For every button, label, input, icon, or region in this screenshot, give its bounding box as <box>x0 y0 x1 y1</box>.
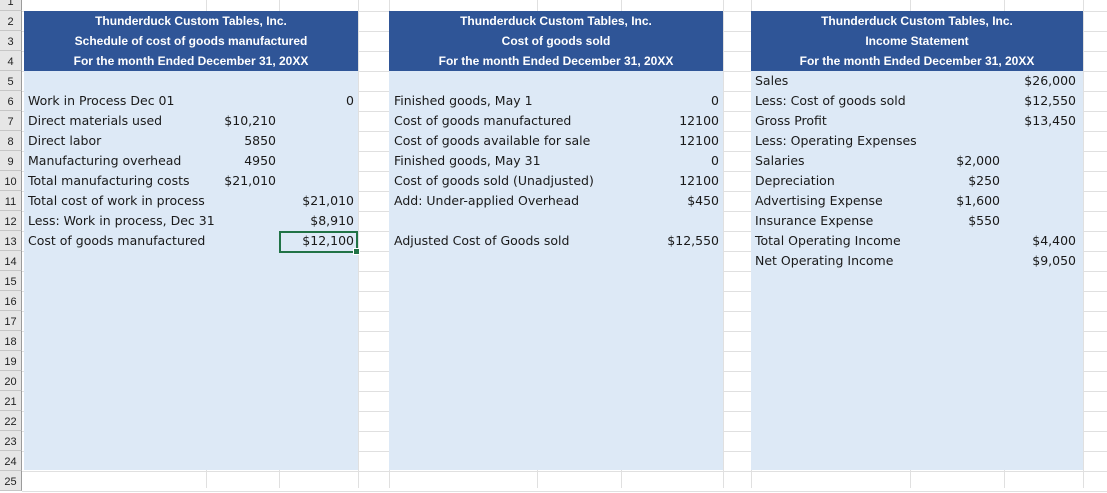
cogs-row-label[interactable]: Finished goods, May 1 <box>394 93 533 108</box>
fill-handle[interactable] <box>353 248 360 255</box>
income-row-label[interactable]: Depreciation <box>755 173 835 188</box>
row-header[interactable]: 21 <box>0 391 22 411</box>
cogm-header <box>24 11 358 71</box>
income-header <box>751 11 1083 71</box>
cogs-row-label[interactable]: Cost of goods sold (Unadjusted) <box>394 173 594 188</box>
row-header[interactable]: 6 <box>0 91 22 111</box>
cogm-row-label[interactable]: Cost of goods manufactured <box>28 233 206 248</box>
cogs-row-amount[interactable]: 0 <box>711 153 719 168</box>
cogm-row-amount[interactable]: $21,010 <box>224 173 276 188</box>
income-row-amount[interactable]: $2,000 <box>956 153 1000 168</box>
row-header[interactable]: 22 <box>0 411 22 431</box>
grid-row <box>22 451 1107 472</box>
income-row-label[interactable]: Salaries <box>755 153 805 168</box>
cogs-header <box>389 11 723 71</box>
income-row-total[interactable]: $13,450 <box>1024 113 1076 128</box>
income-row-label[interactable]: Less: Operating Expenses <box>755 133 917 148</box>
cogm-row-label[interactable]: Less: Work in process, Dec 31 <box>28 213 215 228</box>
column-gridline <box>1083 0 1084 488</box>
cogm-row-amount[interactable]: 5850 <box>244 133 276 148</box>
cogs-row-amount[interactable]: $450 <box>687 193 719 208</box>
cogs-panel <box>389 71 723 470</box>
cogm-row-label[interactable]: Work in Process Dec 01 <box>28 93 175 108</box>
cogm-period[interactable]: For the month Ended December 31, 20XX <box>73 54 309 68</box>
cogm-row-label[interactable]: Direct materials used <box>28 113 163 128</box>
cogs-row-label[interactable]: Add: Under-applied Overhead <box>394 193 580 208</box>
row-header[interactable]: 13 <box>0 231 22 251</box>
income-row-label[interactable]: Advertising Expense <box>755 193 883 208</box>
selected-cell[interactable] <box>279 231 360 255</box>
income-row-amount[interactable]: $1,600 <box>956 193 1000 208</box>
cogm-row-label[interactable]: Total manufacturing costs <box>28 173 190 188</box>
income-row-total[interactable]: $9,050 <box>1032 253 1076 268</box>
cogm-row-total[interactable]: 0 <box>346 93 354 108</box>
grid-row <box>22 471 1107 492</box>
cogs-period[interactable]: For the month Ended December 31, 20XX <box>438 54 674 68</box>
cogm-title[interactable]: Schedule of cost of goods manufactured <box>74 34 308 48</box>
row-header[interactable]: 15 <box>0 271 22 291</box>
cogm-row-amount[interactable]: 4950 <box>244 153 276 168</box>
cogs-row-amount[interactable]: 0 <box>711 93 719 108</box>
row-header[interactable]: 10 <box>0 171 22 191</box>
row-header[interactable]: 3 <box>0 31 22 51</box>
cogm-row-label[interactable]: Total cost of work in process <box>28 193 205 208</box>
cogs-company[interactable]: Thunderduck Custom Tables, Inc. <box>460 14 652 28</box>
cogs-row-label[interactable]: Cost of goods manufactured <box>394 113 572 128</box>
income-row-label[interactable]: Total Operating Income <box>755 233 901 248</box>
cogm-row-label[interactable]: Direct labor <box>28 133 102 148</box>
cogm-company[interactable]: Thunderduck Custom Tables, Inc. <box>95 14 287 28</box>
income-row-label[interactable]: Less: Cost of goods sold <box>755 93 906 108</box>
row-header[interactable]: 7 <box>0 111 22 131</box>
row-header[interactable]: 9 <box>0 151 22 171</box>
cogs-row-amount[interactable]: $12,550 <box>667 233 719 248</box>
income-row-amount[interactable]: $250 <box>968 173 1000 188</box>
column-gridline <box>723 0 724 488</box>
cogs-row-label[interactable]: Finished goods, May 31 <box>394 153 541 168</box>
row-header[interactable]: 23 <box>0 431 22 451</box>
column-gridline <box>358 0 359 488</box>
row-header[interactable]: 5 <box>0 71 22 91</box>
income-period[interactable]: For the month Ended December 31, 20XX <box>799 54 1035 68</box>
row-header[interactable]: 2 <box>0 11 22 31</box>
income-row-label[interactable]: Sales <box>755 73 789 88</box>
row-header[interactable]: 4 <box>0 51 22 71</box>
row-header[interactable]: 11 <box>0 191 22 211</box>
income-row-total[interactable]: $4,400 <box>1032 233 1076 248</box>
row-header[interactable]: 24 <box>0 451 22 471</box>
cogs-row-amount[interactable]: 12100 <box>679 113 719 128</box>
income-row-label[interactable]: Insurance Expense <box>755 213 874 228</box>
row-header[interactable]: 17 <box>0 311 22 331</box>
cogm-panel <box>24 71 358 470</box>
row-header[interactable]: 1 <box>0 0 22 11</box>
cogs-row-amount[interactable]: 12100 <box>679 133 719 148</box>
income-row-amount[interactable]: $550 <box>968 213 1000 228</box>
row-header[interactable]: 20 <box>0 371 22 391</box>
row-header[interactable]: 12 <box>0 211 22 231</box>
cogm-row-total[interactable]: $21,010 <box>302 193 354 208</box>
row-header[interactable]: 25 <box>0 471 22 491</box>
cogm-row-label[interactable]: Manufacturing overhead <box>28 153 182 168</box>
income-row-label[interactable]: Gross Profit <box>755 113 827 128</box>
income-row-label[interactable]: Net Operating Income <box>755 253 894 268</box>
row-header[interactable]: 19 <box>0 351 22 371</box>
income-row-total[interactable]: $12,550 <box>1024 93 1076 108</box>
row-header[interactable]: 8 <box>0 131 22 151</box>
income-row-total[interactable]: $26,000 <box>1024 73 1076 88</box>
row-header[interactable]: 18 <box>0 331 22 351</box>
cogm-row-amount[interactable]: $10,210 <box>224 113 276 128</box>
income-title[interactable]: Income Statement <box>865 34 969 48</box>
cogm-row-total[interactable]: $12,100 <box>302 233 354 248</box>
cogs-row-label[interactable]: Cost of goods available for sale <box>394 133 591 148</box>
cogs-row-amount[interactable]: 12100 <box>679 173 719 188</box>
cogm-row-total[interactable]: $8,910 <box>310 213 354 228</box>
row-header[interactable]: 16 <box>0 291 22 311</box>
cogs-title[interactable]: Cost of goods sold <box>501 34 611 48</box>
income-panel <box>751 71 1083 470</box>
income-company[interactable]: Thunderduck Custom Tables, Inc. <box>821 14 1013 28</box>
row-header[interactable]: 14 <box>0 251 22 271</box>
cogs-row-label[interactable]: Adjusted Cost of Goods sold <box>394 233 570 248</box>
